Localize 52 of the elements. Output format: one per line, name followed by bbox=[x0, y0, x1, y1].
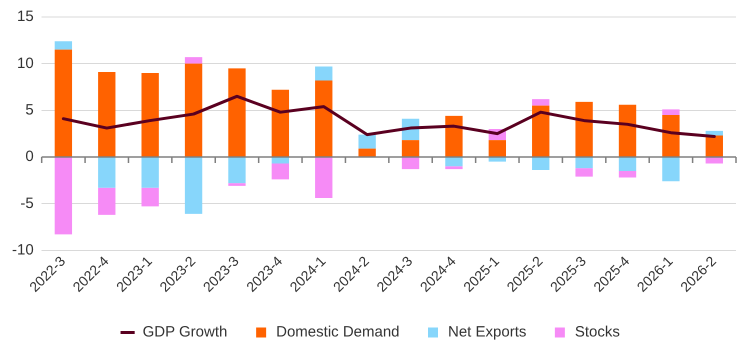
bar bbox=[358, 148, 376, 156]
bar bbox=[98, 72, 116, 156]
bar bbox=[662, 109, 680, 115]
bar bbox=[575, 157, 593, 168]
bar bbox=[532, 157, 550, 170]
bar bbox=[272, 90, 290, 156]
y-tick-label: 5 bbox=[25, 101, 34, 118]
bar bbox=[575, 102, 593, 156]
bar bbox=[272, 164, 290, 180]
bar bbox=[402, 140, 420, 156]
legend-label: Net Exports bbox=[448, 324, 526, 341]
legend-label: Domestic Demand bbox=[276, 324, 400, 341]
bar bbox=[315, 157, 332, 198]
bar bbox=[228, 157, 246, 184]
bar bbox=[575, 168, 593, 177]
y-tick-label: 0 bbox=[25, 148, 34, 166]
bar bbox=[228, 183, 246, 186]
bar bbox=[141, 72, 159, 156]
bar bbox=[706, 157, 723, 164]
bar bbox=[618, 157, 636, 171]
bar bbox=[54, 157, 72, 234]
bar bbox=[228, 68, 246, 156]
bar bbox=[315, 80, 332, 156]
bar bbox=[618, 104, 636, 156]
legend-label: Stocks bbox=[574, 324, 620, 341]
bar bbox=[98, 188, 116, 215]
bar bbox=[488, 157, 506, 162]
bar bbox=[315, 66, 332, 80]
bar bbox=[662, 157, 680, 182]
bar bbox=[184, 157, 202, 214]
bar bbox=[98, 157, 116, 188]
bar bbox=[706, 136, 723, 156]
bar bbox=[532, 106, 550, 156]
bar bbox=[488, 140, 506, 156]
bar bbox=[141, 188, 159, 206]
bar bbox=[532, 99, 550, 106]
y-tick-label: -10 bbox=[12, 241, 34, 258]
y-tick-label: 10 bbox=[16, 54, 34, 72]
bar bbox=[54, 41, 72, 50]
bar bbox=[184, 57, 202, 64]
bar bbox=[618, 170, 636, 178]
legend-label: GDP Growth bbox=[142, 324, 228, 341]
bar bbox=[54, 50, 72, 156]
y-tick-label: -5 bbox=[20, 194, 34, 212]
bar bbox=[272, 157, 290, 164]
bar bbox=[358, 134, 376, 149]
bar bbox=[184, 64, 202, 156]
bar bbox=[141, 157, 159, 188]
y-tick-label: 15 bbox=[16, 8, 34, 26]
bar bbox=[662, 114, 680, 156]
bar bbox=[445, 157, 463, 166]
bar bbox=[402, 157, 420, 170]
